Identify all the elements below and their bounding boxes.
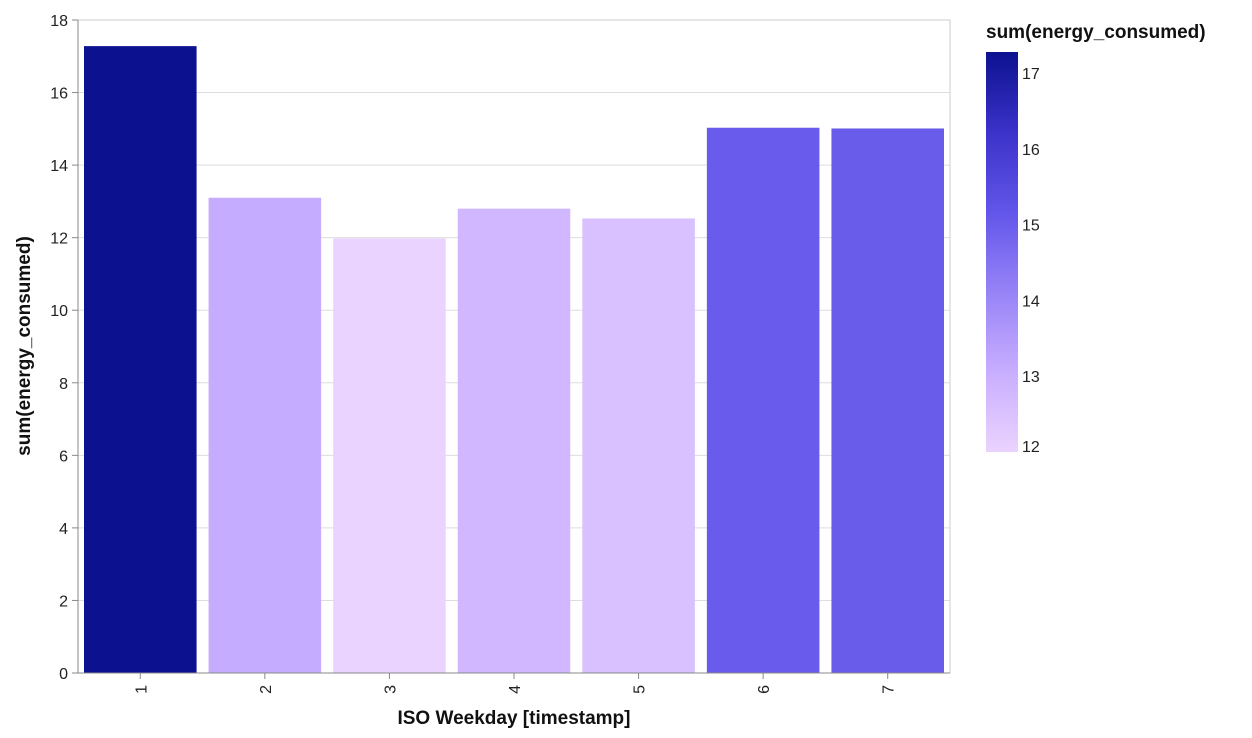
legend-ticks: 17 16 15 14 13 12 <box>1022 66 1040 456</box>
legend-title: sum(energy_consumed) <box>986 22 1206 43</box>
x-tick-label: 4 <box>507 685 524 694</box>
y-tick-label: 4 <box>59 521 68 538</box>
legend-tick-label: 16 <box>1022 142 1040 159</box>
bar-weekday-3 <box>333 238 446 674</box>
legend-tick-label: 12 <box>1022 439 1040 456</box>
legend-tick-label: 13 <box>1022 369 1040 386</box>
bar-weekday-5 <box>582 218 695 673</box>
y-tick-label: 10 <box>50 303 68 320</box>
legend-gradient-bar <box>986 52 1018 452</box>
y-tick-label: 16 <box>50 86 68 103</box>
bar-weekday-2 <box>208 197 322 673</box>
y-axis: 0 2 4 6 8 10 12 14 16 18 <box>50 13 79 683</box>
bar-weekday-7 <box>831 128 944 673</box>
y-tick-label: 14 <box>50 158 68 175</box>
bar-weekday-1 <box>84 46 197 674</box>
x-tick-label: 2 <box>258 685 275 694</box>
y-tick-label: 0 <box>59 666 68 683</box>
y-axis-title: sum(energy_consumed) <box>14 236 35 456</box>
x-axis-title: ISO Weekday [timestamp] <box>397 708 630 729</box>
bars <box>84 46 944 674</box>
y-tick-label: 12 <box>50 231 68 248</box>
x-axis: 1 2 3 4 5 6 7 <box>78 672 950 694</box>
color-legend: sum(energy_consumed) 17 16 15 14 13 12 <box>986 22 1206 456</box>
x-tick-label: 6 <box>756 685 773 694</box>
x-tick-label: 3 <box>382 685 399 694</box>
legend-tick-label: 15 <box>1022 218 1040 235</box>
y-tick-label: 2 <box>59 593 68 610</box>
legend-tick-label: 17 <box>1022 66 1040 83</box>
bar-weekday-6 <box>706 127 820 674</box>
y-tick-label: 18 <box>50 13 68 30</box>
legend-tick-label: 14 <box>1022 293 1040 310</box>
y-tick-label: 6 <box>59 448 68 465</box>
x-tick-label: 1 <box>133 685 150 694</box>
x-tick-label: 5 <box>632 685 649 694</box>
y-tick-label: 8 <box>59 376 68 393</box>
x-tick-label: 7 <box>881 685 898 694</box>
bar-weekday-4 <box>457 208 571 673</box>
